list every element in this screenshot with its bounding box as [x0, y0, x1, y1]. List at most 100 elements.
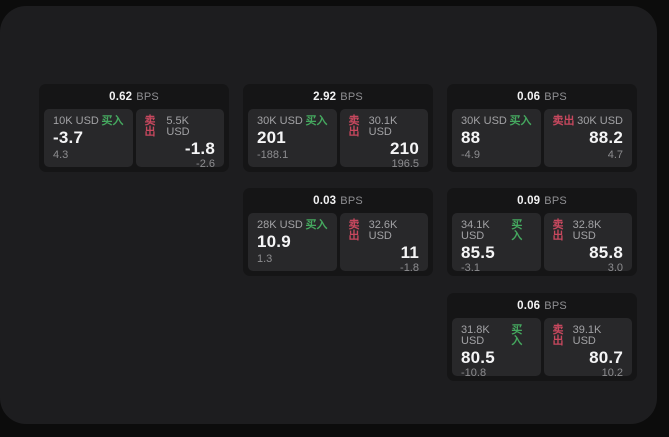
buy-side-label: 买入 — [509, 115, 532, 127]
quote-panels: 34.1K USD 买入 85.5 -3.1 卖出 32.8K USD 85.8… — [447, 213, 637, 274]
sell-panel[interactable]: 卖出 32.8K USD 85.8 3.0 — [543, 213, 632, 274]
sell-amount-label: 39.1K USD — [572, 324, 602, 347]
buy-panel[interactable]: 30K USD 买入 88 -4.9 — [452, 109, 541, 167]
sell-price: 85.8 — [589, 243, 623, 262]
sell-label-row: 卖出 39.1K USD — [553, 325, 624, 347]
sell-amount-label: 32.6K USD — [368, 219, 398, 242]
sell-price: -1.8 — [184, 139, 215, 158]
sell-panel[interactable]: 卖出 32.6K USD 11 -1.8 — [339, 213, 428, 274]
sell-side-label: 卖出 — [552, 219, 564, 242]
quotes-window: 0.62 BPS 10K USD 买入 -3.7 4.3 卖出 5.5K USD… — [0, 6, 657, 424]
buy-side-label: 买入 — [511, 219, 523, 242]
sell-amount-label: 30.1K USD — [368, 115, 398, 138]
bps-value: 0.06 — [517, 90, 541, 103]
sell-side-label: 卖出 — [552, 115, 575, 127]
sell-label-row: 卖出 30K USD — [553, 116, 624, 127]
sell-change: 3.0 — [607, 261, 623, 274]
quote-card: 0.06 BPS 31.8K USD 买入 80.5 -10.8 卖出 39.1… — [447, 293, 637, 381]
sell-label-row: 卖出 32.8K USD — [553, 220, 624, 242]
buy-side-label: 买入 — [101, 115, 124, 127]
sell-price: 11 — [400, 243, 419, 262]
bps-unit-label: BPS — [544, 194, 567, 207]
bps-header: 0.09 BPS — [447, 188, 637, 213]
bps-unit-label: BPS — [136, 90, 159, 103]
quote-panels: 30K USD 买入 201 -188.1 卖出 30.1K USD 210 1… — [243, 109, 433, 170]
buy-amount-label: 10K USD — [53, 115, 99, 127]
buy-amount-label: 28K USD — [257, 219, 303, 231]
buy-price: -3.7 — [53, 128, 84, 147]
buy-amount-label: 31.8K USD — [461, 324, 490, 347]
sell-price: 80.7 — [589, 348, 623, 367]
quote-panels: 31.8K USD 买入 80.5 -10.8 卖出 39.1K USD 80.… — [447, 318, 637, 379]
buy-label-row: 31.8K USD 买入 — [461, 325, 532, 347]
quote-panels: 28K USD 买入 10.9 1.3 卖出 32.6K USD 11 -1.8 — [243, 213, 433, 274]
bps-value: 0.03 — [313, 194, 337, 207]
bps-value: 0.06 — [517, 299, 541, 312]
quote-card: 0.06 BPS 30K USD 买入 88 -4.9 卖出 30K USD 8… — [447, 84, 637, 172]
buy-panel[interactable]: 34.1K USD 买入 85.5 -3.1 — [452, 213, 541, 273]
bps-header: 0.03 BPS — [243, 188, 433, 213]
buy-amount-label: 30K USD — [257, 115, 303, 127]
bps-header: 0.06 BPS — [447, 84, 637, 109]
buy-panel[interactable]: 28K USD 买入 10.9 1.3 — [248, 213, 337, 271]
buy-label-row: 34.1K USD 买入 — [461, 220, 532, 242]
sell-change: 4.7 — [607, 149, 623, 161]
buy-change: 4.3 — [53, 149, 69, 161]
sell-side-label: 卖出 — [144, 115, 156, 138]
sell-change: -1.8 — [400, 261, 419, 274]
buy-change: -10.8 — [461, 366, 487, 379]
buy-label-row: 30K USD 买入 — [257, 116, 328, 127]
bps-header: 0.62 BPS — [39, 84, 229, 109]
sell-panel[interactable]: 卖出 5.5K USD -1.8 -2.6 — [135, 109, 224, 170]
sell-change: 10.2 — [601, 366, 623, 379]
sell-label-row: 卖出 5.5K USD — [145, 116, 216, 138]
buy-price: 201 — [257, 128, 286, 147]
buy-side-label: 买入 — [511, 324, 523, 347]
bps-value: 0.09 — [517, 194, 541, 207]
quote-panels: 30K USD 买入 88 -4.9 卖出 30K USD 88.2 4.7 — [447, 109, 637, 167]
quote-card: 2.92 BPS 30K USD 买入 201 -188.1 卖出 30.1K … — [243, 84, 433, 172]
buy-panel[interactable]: 10K USD 买入 -3.7 4.3 — [44, 109, 133, 167]
buy-amount-label: 30K USD — [461, 115, 507, 127]
sell-label-row: 卖出 30.1K USD — [349, 116, 420, 138]
sell-amount-label: 32.8K USD — [572, 219, 602, 242]
bps-header: 2.92 BPS — [243, 84, 433, 109]
bps-unit-label: BPS — [340, 90, 363, 103]
buy-side-label: 买入 — [305, 219, 328, 231]
sell-label-row: 卖出 32.6K USD — [349, 220, 420, 242]
bps-header: 0.06 BPS — [447, 293, 637, 318]
buy-panel[interactable]: 31.8K USD 买入 80.5 -10.8 — [452, 318, 541, 379]
sell-side-label: 卖出 — [552, 324, 564, 347]
quote-panels: 10K USD 买入 -3.7 4.3 卖出 5.5K USD -1.8 -2.… — [39, 109, 229, 170]
buy-price: 88 — [461, 128, 481, 147]
sell-panel[interactable]: 卖出 39.1K USD 80.7 10.2 — [543, 318, 632, 379]
buy-price: 80.5 — [461, 348, 495, 367]
buy-side-label: 买入 — [305, 115, 328, 127]
sell-price: 210 — [390, 139, 419, 158]
sell-amount-label: 5.5K USD — [166, 115, 190, 138]
bps-unit-label: BPS — [544, 90, 567, 103]
buy-price: 85.5 — [461, 243, 495, 262]
buy-label-row: 10K USD 买入 — [53, 116, 124, 127]
buy-price: 10.9 — [257, 232, 291, 251]
buy-amount-label: 34.1K USD — [461, 219, 490, 242]
buy-panel[interactable]: 30K USD 买入 201 -188.1 — [248, 109, 337, 167]
sell-panel[interactable]: 卖出 30K USD 88.2 4.7 — [543, 109, 632, 167]
buy-change: -4.9 — [461, 149, 480, 161]
bps-value: 2.92 — [313, 90, 337, 103]
buy-change: -188.1 — [257, 149, 289, 161]
sell-side-label: 卖出 — [348, 219, 360, 242]
sell-change: 196.5 — [391, 157, 419, 170]
sell-price: 88.2 — [589, 128, 623, 147]
sell-side-label: 卖出 — [348, 115, 360, 138]
sell-panel[interactable]: 卖出 30.1K USD 210 196.5 — [339, 109, 428, 170]
quote-card: 0.62 BPS 10K USD 买入 -3.7 4.3 卖出 5.5K USD… — [39, 84, 229, 172]
buy-label-row: 28K USD 买入 — [257, 220, 328, 231]
sell-change: -2.6 — [196, 157, 215, 170]
sell-amount-label: 30K USD — [577, 115, 623, 127]
buy-label-row: 30K USD 买入 — [461, 116, 532, 127]
bps-unit-label: BPS — [340, 194, 363, 207]
quote-card: 0.09 BPS 34.1K USD 买入 85.5 -3.1 卖出 32.8K… — [447, 188, 637, 276]
quote-card: 0.03 BPS 28K USD 买入 10.9 1.3 卖出 32.6K US… — [243, 188, 433, 276]
